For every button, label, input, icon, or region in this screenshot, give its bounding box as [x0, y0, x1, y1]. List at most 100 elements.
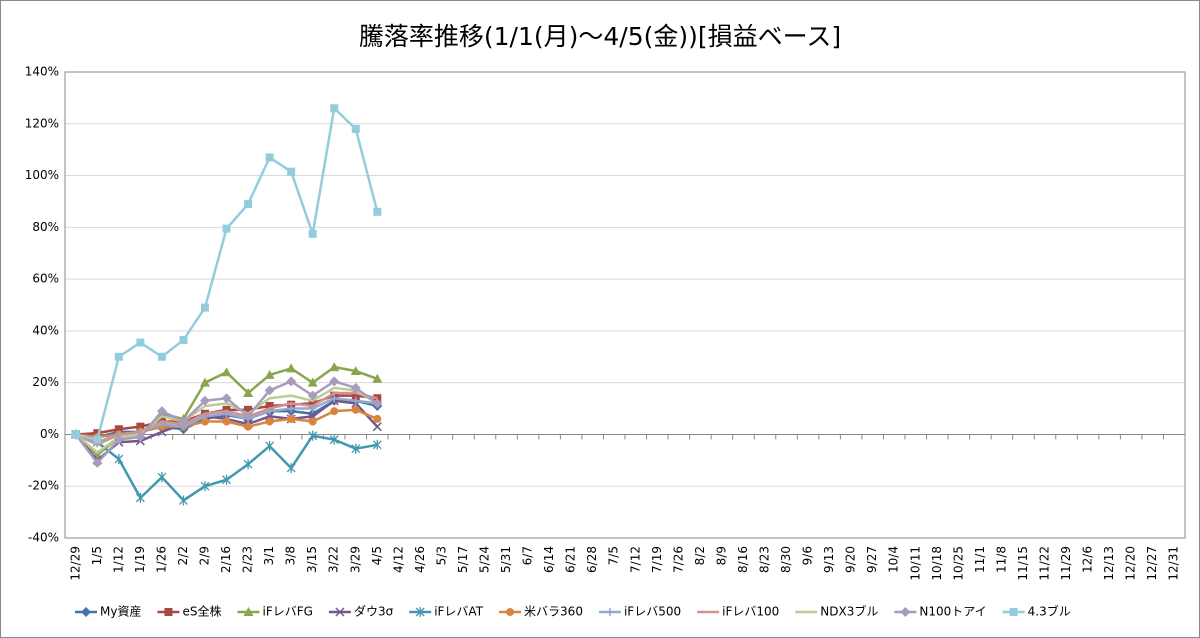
marker	[201, 303, 209, 312]
legend-marker	[415, 607, 425, 617]
marker	[287, 167, 296, 176]
legend-label: iFレバ500	[624, 605, 681, 619]
marker	[114, 454, 124, 465]
marker	[135, 492, 145, 503]
marker	[244, 405, 253, 414]
x-tick-label: 9/13	[822, 546, 836, 573]
marker	[136, 338, 145, 347]
x-tick-label: 5/17	[456, 546, 470, 573]
x-tick-label: 11/1	[973, 546, 987, 573]
marker	[351, 396, 360, 405]
marker	[222, 417, 231, 426]
x-tick-label: 9/27	[865, 546, 879, 573]
marker	[350, 382, 361, 393]
x-tick-label: 11/15	[1016, 546, 1030, 581]
marker	[330, 394, 339, 403]
legend-marker	[164, 608, 173, 616]
x-tick-label: 10/4	[887, 546, 901, 573]
legend-label: N100トアイ	[919, 605, 986, 619]
x-tick-label: 4/12	[391, 546, 405, 573]
marker	[92, 457, 103, 468]
marker	[201, 417, 209, 426]
marker	[287, 414, 296, 423]
y-tick-label: -40%	[28, 531, 59, 545]
x-tick-label: 2/16	[219, 546, 233, 573]
marker	[179, 335, 188, 344]
marker	[71, 430, 80, 439]
marker	[222, 224, 231, 233]
x-tick-label: 7/12	[628, 546, 642, 573]
x-tick-label: 3/15	[305, 546, 319, 573]
marker	[351, 391, 360, 400]
legend-label: ダウ3σ	[354, 604, 394, 619]
series-line	[75, 391, 378, 447]
marker	[308, 417, 317, 426]
x-tick-label: 2/9	[198, 546, 212, 565]
marker	[221, 367, 232, 377]
y-tick-label: 60%	[32, 272, 59, 286]
marker	[286, 363, 297, 373]
series	[71, 104, 382, 444]
y-tick-label: 0%	[40, 427, 59, 441]
x-tick-label: 8/16	[736, 546, 750, 573]
x-tick-label: 11/22	[1038, 546, 1052, 581]
marker	[351, 443, 361, 454]
legend-marker	[900, 607, 911, 617]
x-tick-label: 8/2	[693, 546, 707, 565]
x-tick-label: 12/27	[1145, 546, 1159, 581]
x-tick-label: 10/11	[908, 546, 922, 581]
marker	[222, 474, 231, 485]
x-tick-label: 3/22	[327, 546, 341, 573]
x-tick-label: 12/6	[1081, 546, 1095, 573]
marker	[200, 481, 210, 492]
legend-label: 4.3ブル	[1028, 604, 1071, 619]
legend-marker	[1009, 608, 1018, 616]
x-tick-label: 11/8	[994, 546, 1008, 573]
x-tick-label: 3/29	[348, 546, 362, 573]
legend-label: iFレバFG	[262, 605, 312, 619]
marker	[157, 472, 167, 483]
x-tick-label: 12/13	[1102, 546, 1116, 581]
legend-marker	[243, 607, 254, 616]
legend-label: iFレバAT	[434, 605, 484, 619]
x-tick-label: 7/26	[671, 546, 685, 573]
x-tick-label: 1/26	[154, 546, 168, 573]
x-tick-label: 7/5	[607, 546, 621, 565]
marker	[308, 399, 317, 408]
legend-label: My資産	[100, 604, 141, 619]
x-tick-label: 8/9	[714, 546, 728, 565]
marker	[179, 495, 188, 506]
marker	[372, 422, 382, 432]
marker	[351, 124, 360, 133]
y-tick-label: 120%	[25, 116, 59, 130]
marker	[244, 200, 253, 209]
x-tick-label: 12/20	[1124, 546, 1138, 581]
marker	[287, 404, 296, 413]
marker	[265, 417, 274, 426]
x-tick-label: 6/7	[521, 546, 535, 565]
marker	[308, 229, 317, 238]
x-tick-label: 3/8	[284, 546, 298, 565]
x-tick-label: 9/6	[801, 546, 815, 565]
marker	[330, 407, 339, 416]
legend-marker	[605, 608, 614, 616]
marker	[200, 377, 210, 387]
marker	[135, 432, 146, 443]
marker	[264, 385, 275, 396]
x-tick-label: 2/2	[176, 546, 190, 565]
x-tick-label: 5/24	[478, 546, 492, 573]
legend-label: NDX3ブル	[820, 604, 878, 619]
x-tick-label: 8/30	[779, 546, 793, 573]
series	[74, 386, 378, 454]
marker	[351, 405, 360, 414]
chart-title: 騰落率推移(1/1(月)～4/5(金))[損益ベース]	[359, 22, 841, 51]
x-tick-label: 1/19	[133, 546, 147, 573]
marker	[286, 463, 296, 474]
marker	[244, 422, 253, 431]
legend-label: iFレバ100	[722, 605, 779, 619]
x-tick-label: 5/3	[434, 546, 448, 565]
legend-marker	[506, 608, 515, 616]
marker	[221, 393, 232, 404]
y-tick-label: 20%	[32, 375, 59, 389]
marker	[329, 434, 339, 445]
